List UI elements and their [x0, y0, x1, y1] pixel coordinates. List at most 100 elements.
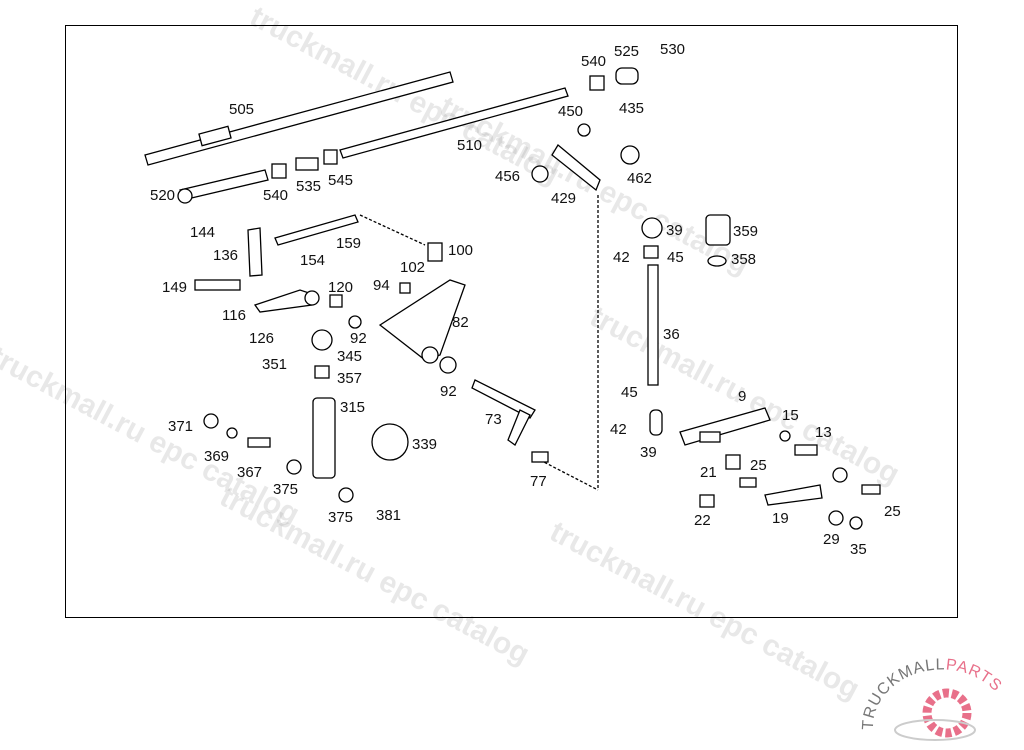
part-label[interactable]: 102 [400, 259, 426, 276]
truckmallparts-logo: TRUCKMALLPARTS [860, 656, 1004, 741]
cylinder-315 [312, 397, 336, 479]
part-label[interactable]: 100 [448, 242, 474, 259]
part-label[interactable]: 359 [733, 223, 759, 240]
nut [323, 149, 338, 165]
part-label[interactable]: 25 [750, 457, 767, 474]
part-label[interactable]: 545 [328, 172, 354, 189]
part-label[interactable]: 435 [619, 100, 645, 117]
part-label[interactable]: 45 [621, 384, 638, 401]
part-label[interactable]: 540 [581, 53, 607, 70]
lever-429 [551, 144, 601, 192]
nut [643, 245, 659, 259]
part-label[interactable]: 357 [337, 370, 363, 387]
part-label[interactable]: 358 [731, 251, 757, 268]
part-label[interactable]: 450 [558, 103, 584, 120]
part-label[interactable]: 429 [551, 190, 577, 207]
part-label[interactable]: 154 [300, 252, 326, 269]
gear-icon [922, 688, 972, 738]
part-label[interactable]: 345 [337, 348, 363, 365]
part-label[interactable]: 367 [237, 464, 263, 481]
washer [707, 255, 727, 267]
part-label[interactable]: 520 [150, 187, 176, 204]
rod-end [177, 188, 193, 204]
washer [779, 430, 791, 442]
nut [589, 75, 605, 91]
part-label[interactable]: 92 [350, 330, 367, 347]
lever-19 [764, 484, 823, 506]
bolt [794, 444, 818, 456]
part-label[interactable]: 510 [457, 137, 483, 154]
bracket-136 [247, 227, 263, 277]
bushing [329, 294, 343, 308]
nut [314, 365, 330, 379]
part-label[interactable]: 22 [694, 512, 711, 529]
ball-socket [649, 409, 663, 436]
bushing [832, 467, 848, 483]
pin [699, 431, 721, 443]
bushing [439, 356, 457, 374]
spring-159 [274, 214, 359, 246]
part-label[interactable]: 25 [884, 503, 901, 520]
part-label[interactable]: 456 [495, 168, 521, 185]
part-label[interactable]: 92 [440, 383, 457, 400]
part-label[interactable]: 35 [850, 541, 867, 558]
part-label[interactable]: 315 [340, 399, 366, 416]
part-label[interactable]: 535 [296, 178, 322, 195]
nut [531, 165, 549, 183]
circlip [849, 516, 863, 530]
part-label[interactable]: 351 [262, 356, 288, 373]
part-label[interactable]: 94 [373, 277, 390, 294]
part-label[interactable]: 505 [229, 101, 255, 118]
part-label[interactable]: 29 [823, 531, 840, 548]
bushing [725, 454, 741, 470]
part-label[interactable]: 36 [663, 326, 680, 343]
rod-510 [339, 87, 569, 159]
washer [348, 315, 362, 329]
part-label[interactable]: 339 [412, 436, 438, 453]
part-label[interactable]: 77 [530, 473, 547, 490]
part-label[interactable]: 9 [738, 388, 747, 405]
part-label[interactable]: 13 [815, 424, 832, 441]
part-label[interactable]: 540 [263, 187, 289, 204]
bolt [194, 279, 241, 291]
lever-82 [378, 279, 466, 361]
part-label[interactable]: 136 [213, 247, 239, 264]
part-label[interactable]: 45 [667, 249, 684, 266]
part-label[interactable]: 462 [627, 170, 653, 187]
rod-520 [179, 169, 269, 201]
part-label[interactable]: 149 [162, 279, 188, 296]
nut [203, 413, 219, 429]
part-label[interactable]: 42 [613, 249, 630, 266]
ball-socket [641, 217, 663, 239]
part-label[interactable]: 126 [249, 330, 275, 347]
part-label[interactable]: 39 [666, 222, 683, 239]
detail-circle [371, 423, 409, 461]
part-label[interactable]: 375 [328, 509, 354, 526]
part-label[interactable]: 116 [222, 307, 246, 324]
part-label[interactable]: 381 [376, 507, 402, 524]
plate-9 [679, 407, 771, 446]
part-label[interactable]: 159 [336, 235, 362, 252]
part-label[interactable]: 19 [772, 510, 789, 527]
part-label[interactable]: 371 [168, 418, 194, 435]
part-label[interactable]: 42 [610, 421, 627, 438]
lever-arm [507, 409, 531, 446]
part-label[interactable]: 82 [452, 314, 469, 331]
part-label[interactable]: 21 [700, 464, 717, 481]
part-label[interactable]: 530 [660, 41, 686, 58]
part-label[interactable]: 525 [614, 43, 640, 60]
nut [399, 282, 411, 294]
part-label[interactable]: 73 [485, 411, 502, 428]
bushing [304, 290, 320, 306]
swoosh-icon [894, 719, 976, 741]
part-label[interactable]: 120 [328, 279, 354, 296]
part-label[interactable]: 39 [640, 444, 657, 461]
turnbuckle [198, 125, 232, 147]
part-label[interactable]: 15 [782, 407, 799, 424]
cap [699, 494, 715, 508]
part-label[interactable]: 369 [204, 448, 230, 465]
nut [271, 163, 287, 179]
part-label[interactable]: 144 [190, 224, 216, 241]
part-label[interactable]: 375 [273, 481, 299, 498]
